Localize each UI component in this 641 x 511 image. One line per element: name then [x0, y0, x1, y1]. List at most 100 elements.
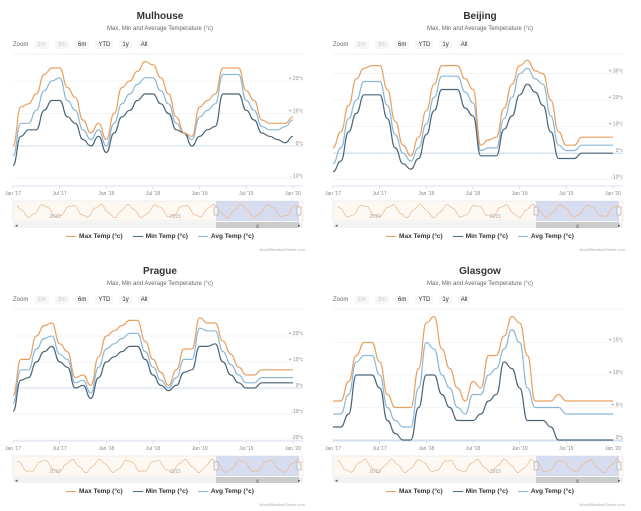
legend-item-avg[interactable]: Avg Temp (°c) — [517, 488, 574, 495]
zoom-button-ytd[interactable]: YTD — [415, 41, 434, 49]
x-tick-label: Jan '18 — [98, 191, 114, 197]
x-tick-label: Jan '17 — [5, 446, 21, 452]
x-tick-label: Jul '19 — [559, 446, 574, 452]
scroll-left-arrow-icon[interactable]: ◂ — [335, 223, 338, 229]
navigator-right-handle[interactable] — [616, 461, 622, 471]
zoom-label: Zoom — [13, 42, 29, 48]
legend-item-avg[interactable]: Avg Temp (°c) — [517, 233, 574, 240]
scroll-left-arrow-icon[interactable]: ◂ — [15, 223, 18, 229]
zoom-button-1y[interactable]: 1y — [119, 296, 132, 304]
scroll-right-arrow-icon[interactable]: ▸ — [298, 478, 301, 484]
scrollbar-track[interactable] — [333, 477, 623, 483]
navigator-left-handle[interactable] — [213, 206, 219, 216]
zoom-button-ytd[interactable]: YTD — [95, 296, 114, 304]
y-tick-label: 0°c — [616, 148, 624, 154]
scroll-right-arrow-icon[interactable]: ▸ — [298, 223, 301, 229]
x-tick-label: Jan '17 — [325, 446, 341, 452]
zoom-button-1y[interactable]: 1y — [439, 41, 452, 49]
legend-item-max[interactable]: Max Temp (°c) — [386, 488, 443, 495]
legend-swatch-avg — [517, 490, 528, 493]
legend-label: Max Temp (°c) — [399, 233, 443, 240]
scrollbar-thumb[interactable] — [216, 477, 299, 483]
navigator-selection[interactable] — [536, 456, 619, 476]
zoom-button-1m[interactable]: 1m — [354, 296, 369, 304]
chart-panel-mulhouse: Mulhouse Max, Min and Average Temperature… — [5, 5, 315, 255]
zoom-button-all[interactable]: All — [457, 296, 471, 304]
scrollbar-grip-icon[interactable]: ||| — [256, 223, 259, 228]
scrollbar-track[interactable] — [333, 222, 623, 228]
navigator-right-handle[interactable] — [296, 206, 302, 216]
zoom-button-1m[interactable]: 1m — [34, 296, 49, 304]
scrollbar-grip-icon[interactable]: ||| — [576, 223, 579, 228]
navigator-selection[interactable] — [216, 201, 299, 221]
scrollbar-track[interactable] — [13, 222, 303, 228]
legend-label: Min Temp (°c) — [145, 233, 188, 240]
scroll-left-arrow-icon[interactable]: ◂ — [15, 478, 18, 484]
zoom-button-6m[interactable]: 6m — [75, 41, 90, 49]
navigator-left-handle[interactable] — [533, 461, 539, 471]
x-tick-label: Jan '19 — [512, 446, 528, 452]
navigator-left-handle[interactable] — [213, 461, 219, 471]
legend-item-min[interactable]: Min Temp (°c) — [452, 488, 508, 495]
zoom-button-3m[interactable]: 3m — [54, 296, 70, 304]
zoom-bar: Zoom 1m 3m 6m YTD 1y All — [333, 296, 471, 304]
credit-link[interactable]: WorldWeatherOnline.com — [259, 247, 305, 252]
navigator-selection[interactable] — [216, 456, 299, 476]
zoom-label: Zoom — [333, 297, 349, 303]
legend-item-min[interactable]: Min Temp (°c) — [132, 233, 188, 240]
zoom-button-1y[interactable]: 1y — [119, 41, 132, 49]
chart-svg: -20°c -10°c 0°c + 10°c + 20°c Jan '17 Jul '17 J… — [5, 308, 304, 484]
max-temp-line — [333, 315, 613, 409]
scroll-right-arrow-icon[interactable]: ▸ — [618, 223, 621, 229]
y-tick-label: + 10°c — [609, 122, 624, 128]
scroll-left-arrow-icon[interactable]: ◂ — [335, 478, 338, 484]
x-tick-label: Jan '18 — [98, 446, 114, 452]
zoom-button-all[interactable]: All — [137, 41, 151, 49]
scrollbar-thumb[interactable] — [536, 477, 619, 483]
legend-item-avg[interactable]: Avg Temp (°c) — [197, 233, 254, 240]
zoom-button-all[interactable]: All — [457, 41, 471, 49]
chart-subtitle: Max, Min and Average Temperature (°c) — [107, 26, 213, 32]
y-tick-label: 0°c — [296, 383, 304, 389]
zoom-button-6m[interactable]: 6m — [75, 296, 90, 304]
legend-item-max[interactable]: Max Temp (°c) — [66, 488, 123, 495]
scrollbar-thumb[interactable] — [536, 222, 619, 228]
chart-legend: Max Temp (°c) Min Temp (°c) Avg Temp (°c) — [325, 233, 635, 240]
legend-item-min[interactable]: Min Temp (°c) — [452, 233, 508, 240]
x-tick-label: Jan '19 — [512, 191, 528, 197]
legend-item-max[interactable]: Max Temp (°c) — [386, 233, 443, 240]
credit-link[interactable]: WorldWeatherOnline.com — [259, 502, 305, 507]
credit-link[interactable]: WorldWeatherOnline.com — [579, 247, 625, 252]
legend-item-min[interactable]: Min Temp (°c) — [132, 488, 188, 495]
scrollbar-grip-icon[interactable]: ||| — [576, 478, 579, 483]
scrollbar-track[interactable] — [13, 477, 303, 483]
zoom-button-ytd[interactable]: YTD — [95, 41, 114, 49]
navigator-series — [336, 203, 620, 219]
chart-title: Prague — [143, 266, 177, 277]
chart-svg: - 10°c 0°c + 10°c + 20°c Jan '17 Jul '17 Jan '… — [5, 53, 303, 229]
scrollbar-thumb[interactable] — [216, 222, 299, 228]
legend-label: Avg Temp (°c) — [210, 233, 254, 240]
credit-link[interactable]: WorldWeatherOnline.com — [579, 502, 625, 507]
navigator-right-handle[interactable] — [616, 206, 622, 216]
zoom-button-1m[interactable]: 1m — [354, 41, 369, 49]
zoom-button-ytd[interactable]: YTD — [415, 296, 434, 304]
zoom-button-6m[interactable]: 6m — [395, 296, 410, 304]
navigator-right-handle[interactable] — [296, 461, 302, 471]
zoom-button-6m[interactable]: 6m — [395, 41, 410, 49]
zoom-button-all[interactable]: All — [137, 296, 151, 304]
zoom-button-3m[interactable]: 3m — [374, 296, 390, 304]
navigator-selection[interactable] — [536, 201, 619, 221]
legend-item-max[interactable]: Max Temp (°c) — [66, 233, 123, 240]
scroll-right-arrow-icon[interactable]: ▸ — [618, 478, 621, 484]
navigator-year-label: 2015 — [490, 214, 501, 220]
zoom-button-1m[interactable]: 1m — [34, 41, 49, 49]
navigator-left-handle[interactable] — [533, 206, 539, 216]
zoom-button-3m[interactable]: 3m — [54, 41, 70, 49]
x-tick-label: Jan '18 — [418, 191, 434, 197]
zoom-button-1y[interactable]: 1y — [439, 296, 452, 304]
scrollbar-grip-icon[interactable]: ||| — [256, 478, 259, 483]
legend-item-avg[interactable]: Avg Temp (°c) — [197, 488, 254, 495]
x-tick-label: Jan '17 — [325, 191, 341, 197]
zoom-button-3m[interactable]: 3m — [374, 41, 390, 49]
